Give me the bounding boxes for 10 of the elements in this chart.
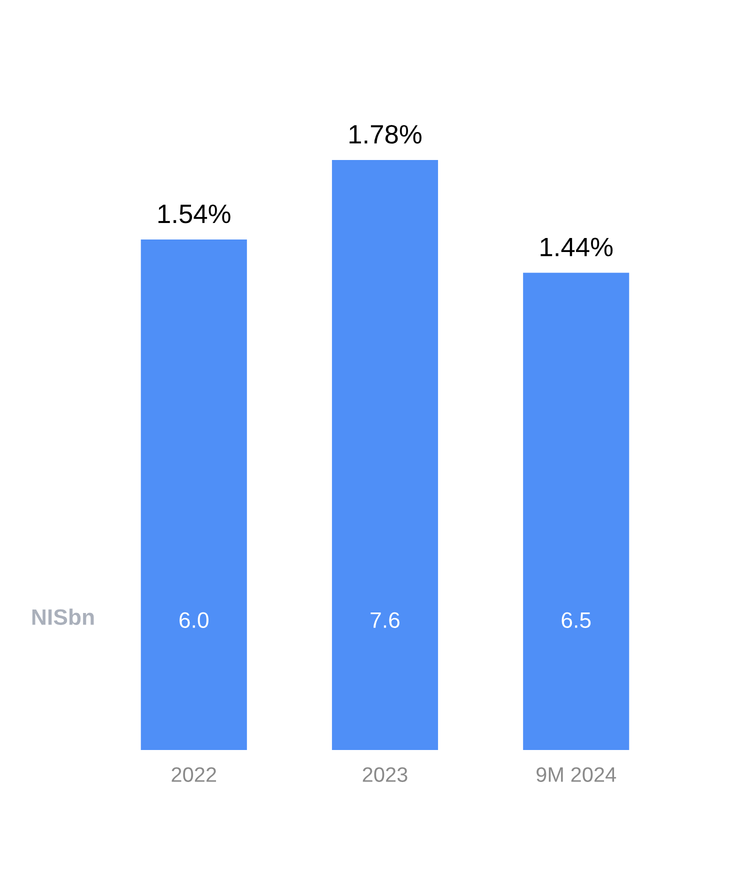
annotation: 6.0 <box>180 612 208 628</box>
x-tick-label: 9M 2024 <box>536 767 616 782</box>
annotation: 6.5 <box>562 612 591 628</box>
data-label: 1.44% <box>540 238 613 256</box>
x-tick-label: 2022 <box>172 767 216 782</box>
annotation: 7.6 <box>370 612 400 628</box>
text: NISbn <box>32 608 94 625</box>
data-label: 1.78% <box>350 124 422 144</box>
data-label: 1.54% <box>158 204 230 224</box>
x-tick-label: 2023 <box>362 767 408 782</box>
